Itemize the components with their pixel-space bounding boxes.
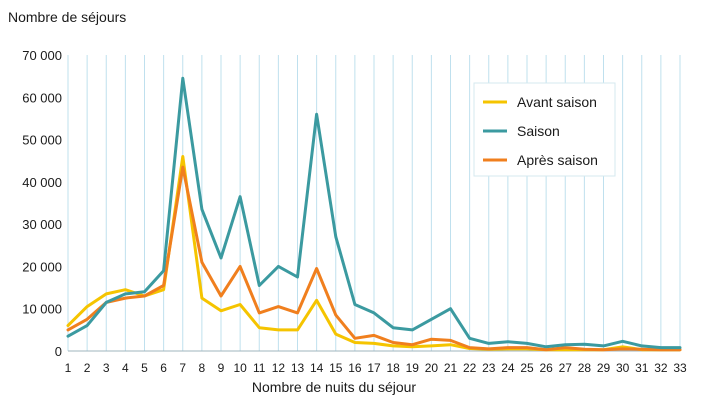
x-tick-label: 8 <box>199 361 206 375</box>
x-tick-label: 12 <box>272 361 286 375</box>
y-tick-label: 70 000 <box>22 48 62 63</box>
x-tick-label: 19 <box>406 361 420 375</box>
x-tick-label: 29 <box>597 361 611 375</box>
y-tick-label: 40 000 <box>22 175 62 190</box>
y-tick-label: 30 000 <box>22 217 62 232</box>
y-tick-label: 10 000 <box>22 302 62 317</box>
x-tick-label: 2 <box>84 361 91 375</box>
x-tick-label: 17 <box>367 361 381 375</box>
x-tick-label: 27 <box>559 361 573 375</box>
legend-label: Après saison <box>517 152 598 168</box>
x-tick-label: 25 <box>520 361 534 375</box>
x-tick-label: 14 <box>310 361 324 375</box>
y-tick-label: 60 000 <box>22 90 62 105</box>
x-tick-label: 15 <box>329 361 343 375</box>
legend-label: Avant saison <box>517 94 597 110</box>
x-tick-label: 22 <box>463 361 477 375</box>
series-lines <box>66 76 682 352</box>
x-tick-label: 31 <box>635 361 649 375</box>
x-tick-label: 6 <box>160 361 167 375</box>
x-tick-label: 4 <box>122 361 129 375</box>
x-tick-label: 24 <box>501 361 515 375</box>
series-line-2 <box>66 165 682 352</box>
series-line-1 <box>66 76 682 350</box>
x-tick-label: 16 <box>348 361 362 375</box>
x-tick-label: 28 <box>578 361 592 375</box>
x-axis-title: Nombre de nuits du séjour <box>252 379 417 395</box>
x-tick-label: 26 <box>539 361 553 375</box>
x-tick-label: 7 <box>179 361 186 375</box>
y-tick-label: 0 <box>55 344 62 359</box>
y-axis-title: Nombre de séjours <box>8 9 126 25</box>
x-tick-label: 11 <box>253 361 266 375</box>
x-tick-label: 5 <box>141 361 148 375</box>
x-tick-label: 20 <box>425 361 439 375</box>
x-tick-label: 23 <box>482 361 496 375</box>
x-axis: 1 2 3 4 5 6 7 8 9 10 11 12 13 14 15 16 17 18 19 20 21 22 23 24 2… <box>65 361 687 375</box>
x-tick-label: 33 <box>673 361 687 375</box>
x-tick-label: 32 <box>654 361 668 375</box>
x-tick-label: 1 <box>65 361 72 375</box>
x-tick-label: 18 <box>386 361 400 375</box>
x-tick-label: 9 <box>218 361 225 375</box>
y-tick-label: 20 000 <box>22 259 62 274</box>
y-axis: 0 10 000 20 000 30 000 40 000 50 000 60 000 70 … <box>22 48 62 359</box>
x-tick-label: 21 <box>444 361 458 375</box>
legend-label: Saison <box>517 123 560 139</box>
x-tick-label: 10 <box>233 361 247 375</box>
x-tick-label: 13 <box>291 361 305 375</box>
legend: Avant saison Saison Après saison <box>473 82 616 177</box>
x-tick-label: 30 <box>616 361 630 375</box>
x-tick-label: 3 <box>103 361 110 375</box>
y-tick-label: 50 000 <box>22 133 62 148</box>
